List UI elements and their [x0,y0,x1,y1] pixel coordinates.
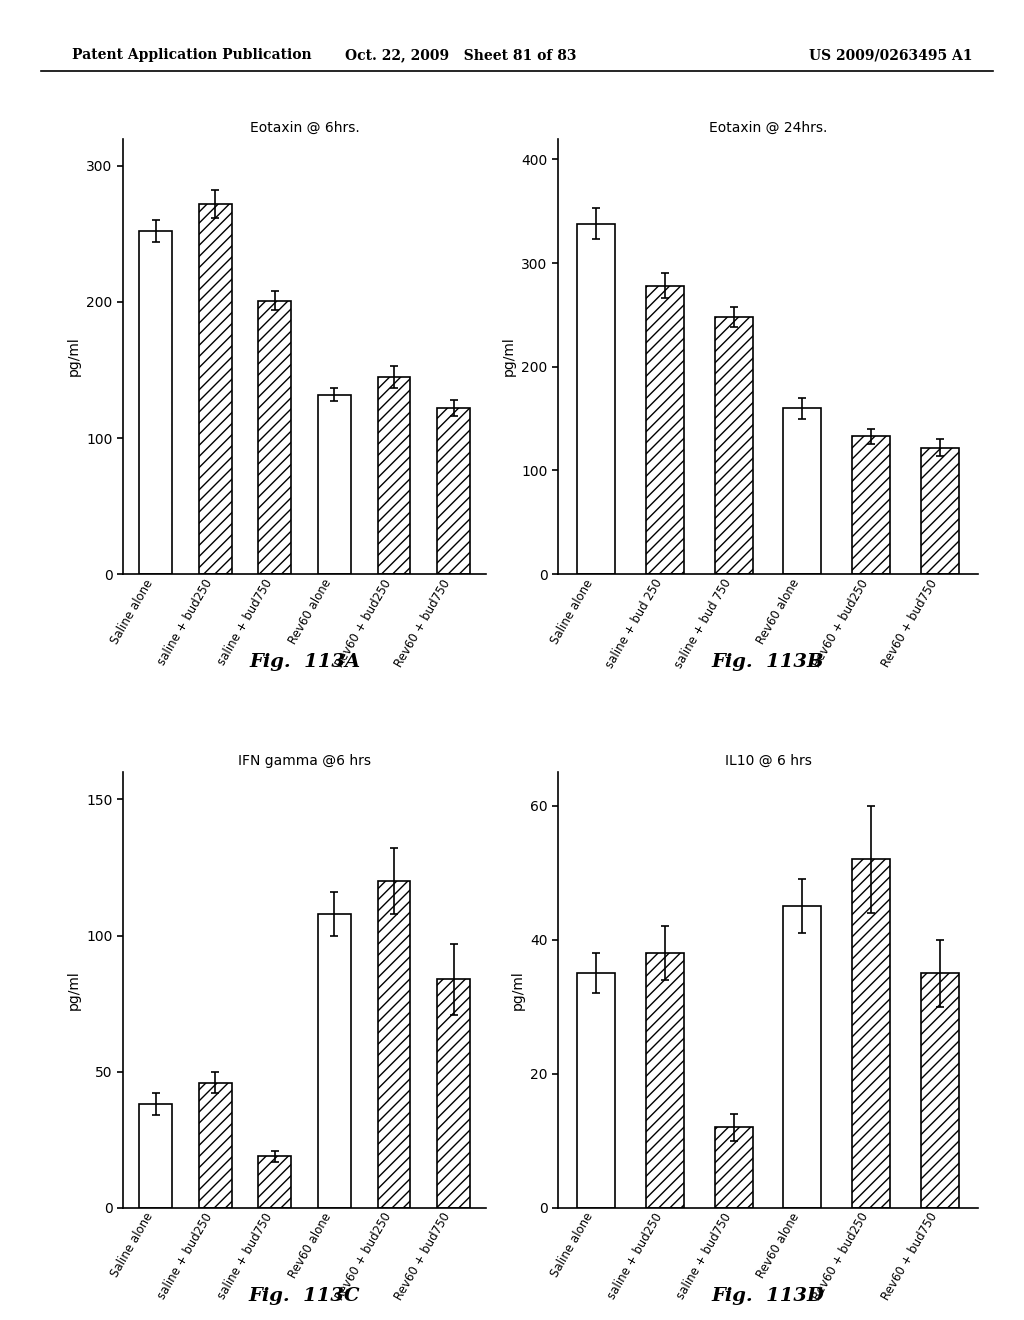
Bar [139,231,172,574]
Title: IFN gamma @6 hrs: IFN gamma @6 hrs [239,754,371,768]
Text: US 2009/0263495 A1: US 2009/0263495 A1 [809,49,973,62]
Bar [646,953,684,1208]
Title: IL10 @ 6 hrs: IL10 @ 6 hrs [725,754,811,768]
Bar [578,973,615,1208]
Bar [258,1156,291,1208]
Bar [378,376,411,574]
Text: Oct. 22, 2009   Sheet 81 of 83: Oct. 22, 2009 Sheet 81 of 83 [345,49,577,62]
Bar [783,907,821,1208]
Text: Fig.  113A: Fig. 113A [249,653,360,672]
Bar [258,301,291,574]
Y-axis label: pg/ml: pg/ml [511,970,524,1010]
Text: Fig.  113B: Fig. 113B [712,653,824,672]
Bar [852,436,890,574]
Bar [646,286,684,574]
Bar [715,317,753,574]
Bar [199,203,231,574]
Bar [715,1127,753,1208]
Bar [921,447,958,574]
Bar [318,395,351,574]
Bar [578,223,615,574]
Text: Fig.  113D: Fig. 113D [712,1287,824,1305]
Bar [378,882,411,1208]
Bar [783,408,821,574]
Y-axis label: pg/ml: pg/ml [67,970,81,1010]
Bar [437,408,470,574]
Bar [199,1082,231,1208]
Title: Eotaxin @ 6hrs.: Eotaxin @ 6hrs. [250,120,359,135]
Bar [852,859,890,1208]
Y-axis label: pg/ml: pg/ml [502,337,516,376]
Bar [921,973,958,1208]
Bar [437,979,470,1208]
Y-axis label: pg/ml: pg/ml [67,337,81,376]
Text: Patent Application Publication: Patent Application Publication [72,49,311,62]
Text: Fig.  113C: Fig. 113C [249,1287,360,1305]
Bar [318,913,351,1208]
Title: Eotaxin @ 24hrs.: Eotaxin @ 24hrs. [709,120,827,135]
Bar [139,1105,172,1208]
